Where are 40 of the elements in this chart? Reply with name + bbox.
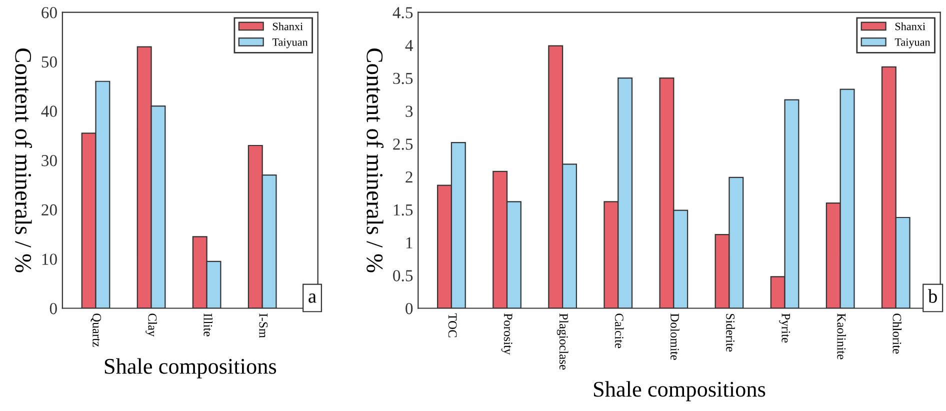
x-tick-label: Porosity xyxy=(501,313,512,355)
y-tick-label: 60 xyxy=(42,7,57,18)
y-tick-label: 40 xyxy=(41,106,57,117)
legend-label: Shanxi xyxy=(272,22,303,30)
x-tick-label: I-Sm xyxy=(259,314,268,338)
x-tick-label: Quartz xyxy=(90,314,102,347)
y-tick-label: 1.5 xyxy=(394,204,413,216)
y-tick-label: 0.5 xyxy=(393,270,413,282)
y-tick-label: 3 xyxy=(406,106,413,117)
y-axis-title: Content of minerals / % xyxy=(366,48,384,272)
y-tick-label: 0 xyxy=(50,302,57,314)
x-tick-label: TOC xyxy=(448,313,457,338)
legend-label: Taiyuan xyxy=(272,38,308,48)
x-tick-label: Dolomite xyxy=(670,313,680,360)
legend-label: Taiyuan xyxy=(894,38,930,48)
y-tick-label: 2 xyxy=(406,171,412,183)
x-tick-label: Clay xyxy=(146,314,157,337)
y-axis-title: Content of minerals / % xyxy=(15,48,32,272)
x-tick-label: Calcite xyxy=(614,314,624,348)
y-tick-label: 30 xyxy=(42,154,57,166)
y-tick-label: 3.5 xyxy=(393,72,413,84)
y-tick-label: 4 xyxy=(405,40,414,51)
annotation: b xyxy=(928,289,937,303)
x-tick-label: Siderite xyxy=(726,314,735,352)
x-tick-label: Plagioclase xyxy=(556,313,568,370)
y-tick-label: 2.5 xyxy=(393,138,413,150)
y-tick-label: 20 xyxy=(42,204,57,216)
y-tick-label: 0 xyxy=(406,302,413,314)
x-tick-label: Illite xyxy=(204,314,212,336)
x-axis-title: Shale compositions xyxy=(594,381,766,402)
annotation: a xyxy=(308,294,316,303)
y-tick-label: 4.5 xyxy=(392,7,413,18)
x-axis-title: Shale compositions xyxy=(104,358,276,378)
x-tick-label: Pyrite xyxy=(779,313,790,343)
legend-label: Shanxi xyxy=(895,22,926,30)
y-tick-label: 50 xyxy=(42,56,57,68)
x-tick-label: Chlorite xyxy=(892,314,902,354)
y-tick-label: 10 xyxy=(42,254,57,265)
x-tick-label: Kaolinite xyxy=(837,313,846,360)
y-tick-label: 1 xyxy=(406,237,412,248)
